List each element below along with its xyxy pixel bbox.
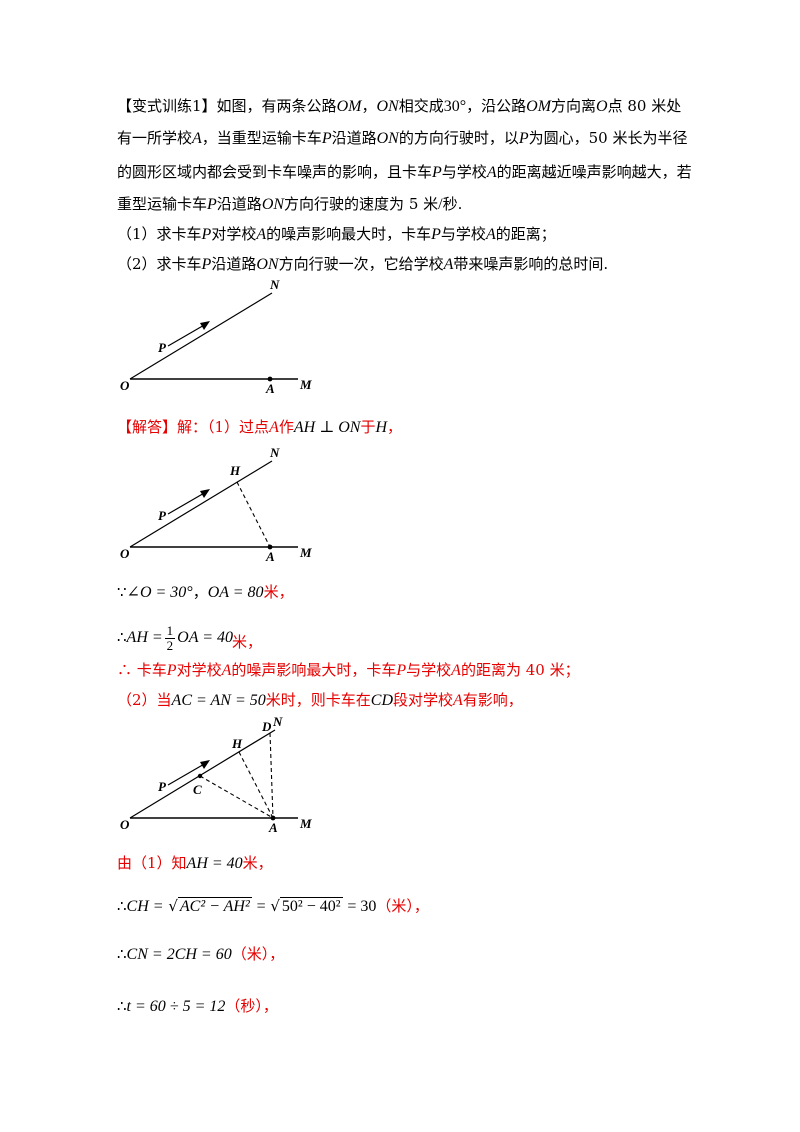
problem-line-2: 有一所学校A，当重型运输卡车P沿道路ON的方向行驶时，以P为圆心，50 米长为半… (117, 129, 688, 147)
problem-line-3: 的圆形区域内都会受到卡车噪声的影响，且卡车P与学校A的距离越近噪声影响越大，若 (117, 163, 692, 181)
label-a: A (265, 549, 275, 564)
road-on (129, 292, 273, 380)
point-a (267, 376, 273, 382)
label-m: M (299, 377, 312, 392)
point-a (267, 544, 273, 550)
arrow-head-icon (200, 321, 210, 330)
conclusion-1: ∴ 卡车P对学校A的噪声影响最大时，卡车P与学校A的距离为 40 米； (117, 661, 580, 679)
recall-ah: 由（1）知AH = 40米， (117, 854, 273, 872)
part-2-intro: （2）当AC = AN = 50米时，则卡车在CD段对学校A有影响， (117, 691, 523, 709)
problem-line-1: 【变式训练1】如图，有两条公路OM，ON相交成30°，沿公路OM方向离O点 80… (117, 97, 682, 115)
label-h: H (231, 736, 243, 751)
direction-arrow (167, 491, 207, 515)
perpendicular-ah (236, 481, 271, 548)
point-c (197, 773, 203, 779)
label-p: P (158, 340, 167, 355)
label-h: H (229, 463, 241, 478)
label-a: A (265, 381, 275, 396)
label-n: N (272, 714, 283, 729)
segment-ad (269, 732, 274, 819)
direction-arrow (167, 762, 207, 786)
step-since: ∵∠O = 30°，OA = 80米， (117, 583, 294, 601)
label-o: O (120, 817, 130, 832)
step-t: ∴t = 60 ÷ 5 = 12（秒）， (117, 997, 278, 1015)
step-ah: ∴AH = 1 2 OA = 40 (117, 622, 234, 653)
direction-arrow (167, 323, 207, 347)
problem-header: 【变式训练1】 (117, 97, 217, 115)
arrow-head-icon (200, 760, 210, 769)
problem-line-4: 重型运输卡车P沿道路ON方向行驶的速度为 5 米/秒. (117, 195, 463, 213)
label-c: C (193, 782, 202, 797)
segment-ac (199, 775, 274, 819)
figure-2: N H P O A M (120, 445, 312, 564)
label-o: O (120, 378, 130, 393)
road-on (129, 460, 273, 548)
label-o: O (120, 546, 130, 561)
solution-header: 【解答】 (117, 418, 178, 436)
step-cn: ∴CN = 2CH = 60（米）， (117, 945, 285, 963)
question-2: （2）求卡车P沿道路ON方向行驶一次，它给学校A带来噪声影响的总时间. (117, 255, 609, 273)
label-n: N (269, 277, 280, 292)
arrow-head-icon (200, 489, 210, 498)
solution-line-1: 【解答】解：（1）过点A作AH ⊥ ON于H， (117, 418, 403, 436)
label-d: D (261, 719, 272, 734)
label-m: M (299, 545, 312, 560)
label-a: A (268, 820, 278, 835)
step-ah-unit: 米， (232, 633, 263, 651)
figure-1: N P O A M (120, 277, 312, 396)
figure-3: D N H P C O A M (120, 714, 312, 835)
label-p: P (158, 779, 167, 794)
segment-ah (238, 751, 274, 819)
label-n: N (269, 445, 280, 460)
step-ch: ∴CH = √ AC² − AH² = √ 50² − 40² = 30（米）， (117, 897, 429, 915)
question-1: （1）求卡车P对学校A的噪声影响最大时，卡车P与学校A的距离； (117, 225, 556, 243)
point-a (270, 815, 276, 821)
road-on (129, 729, 276, 819)
label-m: M (299, 816, 312, 831)
label-p: P (158, 508, 167, 523)
